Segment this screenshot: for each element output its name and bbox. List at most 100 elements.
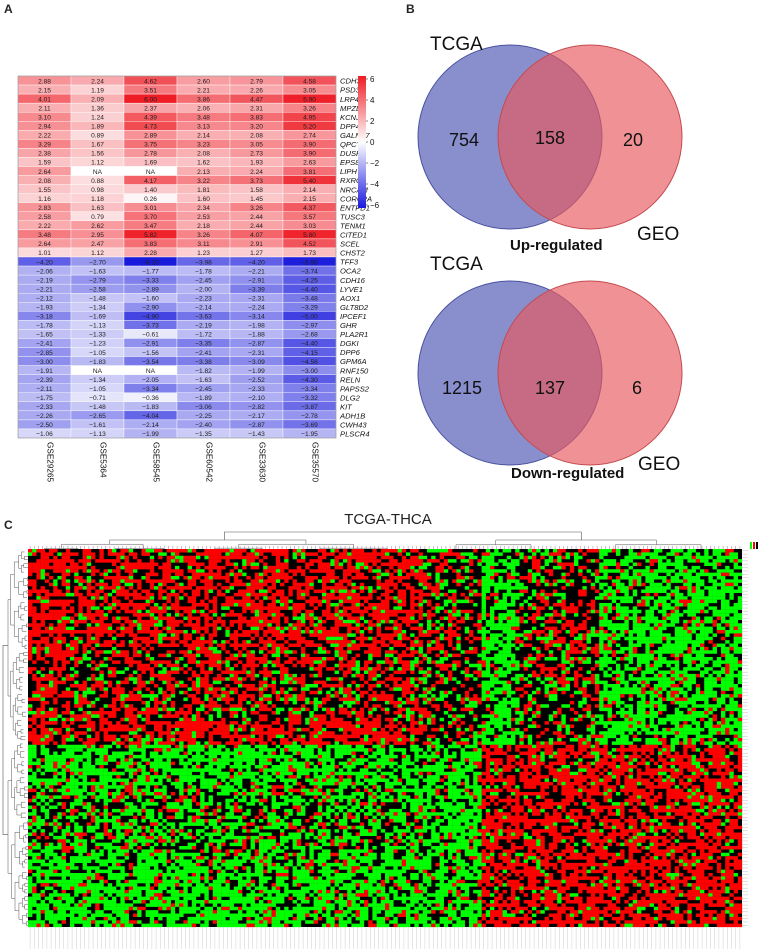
cell-value: NA [93, 368, 103, 375]
cell-value: 2.18 [197, 223, 210, 230]
cell-value: 2.63 [303, 160, 316, 167]
gene-label: LYVE1 [340, 285, 363, 294]
venn-down-right-count: 6 [632, 378, 642, 398]
cell-value: −0.36 [142, 395, 159, 402]
cell-value: 3.13 [197, 124, 210, 131]
cell-value: 0.26 [144, 196, 157, 203]
cell-value: −1.05 [89, 386, 106, 393]
panel-c-heatmap: TCGA-THCA [2, 512, 758, 949]
cell-value: −2.40 [195, 422, 212, 429]
cell-value: −2.33 [248, 386, 265, 393]
gene-label: EPS8 [340, 158, 360, 167]
cell-value: 3.90 [303, 151, 316, 158]
cell-value: −2.21 [36, 286, 53, 293]
cell-value: NA [146, 368, 156, 375]
cell-value: 1.36 [91, 105, 104, 112]
cell-value: −0.61 [142, 332, 159, 339]
cell-value: 2.14 [303, 187, 316, 194]
venn-up-regulated: TCGA 754 158 20 GEO Up-regulated [417, 34, 683, 254]
gene-label: RNF150 [340, 366, 369, 375]
venn-up-right-count: 20 [623, 130, 643, 150]
cell-value: 3.75 [144, 142, 157, 149]
cell-value: 1.56 [91, 151, 104, 158]
cell-value: 3.81 [303, 169, 316, 176]
cell-value: 2.58 [38, 214, 51, 221]
cell-value: 3.90 [303, 142, 316, 149]
cell-value: 5.90 [303, 96, 316, 103]
cell-value: 2.24 [250, 169, 263, 176]
cell-value: −3.39 [248, 286, 265, 293]
cell-value: 1.67 [91, 142, 104, 149]
cell-value: −4.04 [142, 413, 159, 420]
cell-value: −2.31 [248, 295, 265, 302]
gene-label: NRCAM [340, 185, 369, 194]
cell-value: 3.86 [197, 96, 210, 103]
gene-label: SCEL [340, 240, 360, 249]
cell-value: −1.61 [89, 422, 106, 429]
cell-value: 4.52 [303, 241, 316, 248]
cell-value: −1.23 [89, 341, 106, 348]
cell-value: −3.38 [195, 359, 212, 366]
cell-value: 0.89 [91, 133, 104, 140]
cell-value: 1.45 [250, 196, 263, 203]
cell-value: −1.65 [36, 332, 53, 339]
dataset-label: GSE5364 [99, 442, 108, 478]
cell-value: −2.52 [248, 377, 265, 384]
cell-value: −1.43 [248, 431, 265, 438]
cell-value: −3.34 [142, 386, 159, 393]
cell-value: −2.19 [36, 277, 53, 284]
gene-label: KIT [340, 402, 353, 411]
colorbar-tick: −6 [370, 201, 380, 210]
cell-value: −2.79 [89, 277, 106, 284]
cell-value: −2.45 [195, 277, 212, 284]
cell-value: −2.14 [195, 305, 212, 312]
cell-value: −3.48 [301, 295, 318, 302]
cell-value: 2.13 [197, 169, 210, 176]
cell-value: −1.48 [89, 404, 106, 411]
cell-value: −2.41 [36, 341, 53, 348]
panel-a-letter: A [4, 2, 13, 16]
cell-value: 1.12 [91, 160, 104, 167]
cell-value: −2.39 [36, 377, 53, 384]
cell-value: −2.31 [248, 350, 265, 357]
cell-value: −1.88 [248, 332, 265, 339]
cell-value: 0.98 [91, 187, 104, 194]
cell-value: −1.35 [195, 431, 212, 438]
cell-value: 1.27 [250, 250, 263, 257]
cell-value: −2.33 [36, 404, 53, 411]
cell-value: −2.11 [36, 386, 53, 393]
cell-value: −4.20 [248, 259, 265, 266]
cell-value: 2.24 [91, 78, 104, 85]
cell-value: 3.01 [144, 205, 157, 212]
gene-label: GLT8D2 [340, 303, 369, 312]
cell-value: 3.73 [250, 178, 263, 185]
gene-label: DGKI [340, 339, 359, 348]
venn-down-left-count: 1215 [442, 378, 482, 398]
cell-value: 2.14 [197, 133, 210, 140]
cell-value: 1.63 [91, 205, 104, 212]
cell-value: 2.62 [91, 223, 104, 230]
cell-value: −2.17 [248, 413, 265, 420]
gene-label: TFF3 [340, 258, 359, 267]
cell-value: −2.45 [195, 386, 212, 393]
cell-value: −2.25 [195, 413, 212, 420]
cell-value: −1.98 [248, 323, 265, 330]
cell-value: 4.95 [303, 114, 316, 121]
cell-value: 2.64 [38, 241, 51, 248]
gene-label: GALNT7 [340, 131, 370, 140]
gene-label: TENM1 [340, 221, 366, 230]
cell-value: −1.72 [195, 332, 212, 339]
cell-value: −6.20 [142, 259, 159, 266]
panel-c-title: TCGA-THCA [344, 512, 432, 528]
cell-value: 0.88 [91, 178, 104, 185]
cell-value: 4.37 [303, 205, 316, 212]
gene-label: CDH3 [340, 77, 361, 86]
cell-value: −2.23 [195, 295, 212, 302]
cell-value: 2.95 [91, 232, 104, 239]
cell-value: −1.83 [89, 359, 106, 366]
cell-value: −3.06 [195, 404, 212, 411]
cell-value: 3.23 [197, 142, 210, 149]
gene-label: GPM6A [340, 357, 367, 366]
cell-value: 4.62 [144, 78, 157, 85]
cell-value: 3.51 [144, 87, 157, 94]
